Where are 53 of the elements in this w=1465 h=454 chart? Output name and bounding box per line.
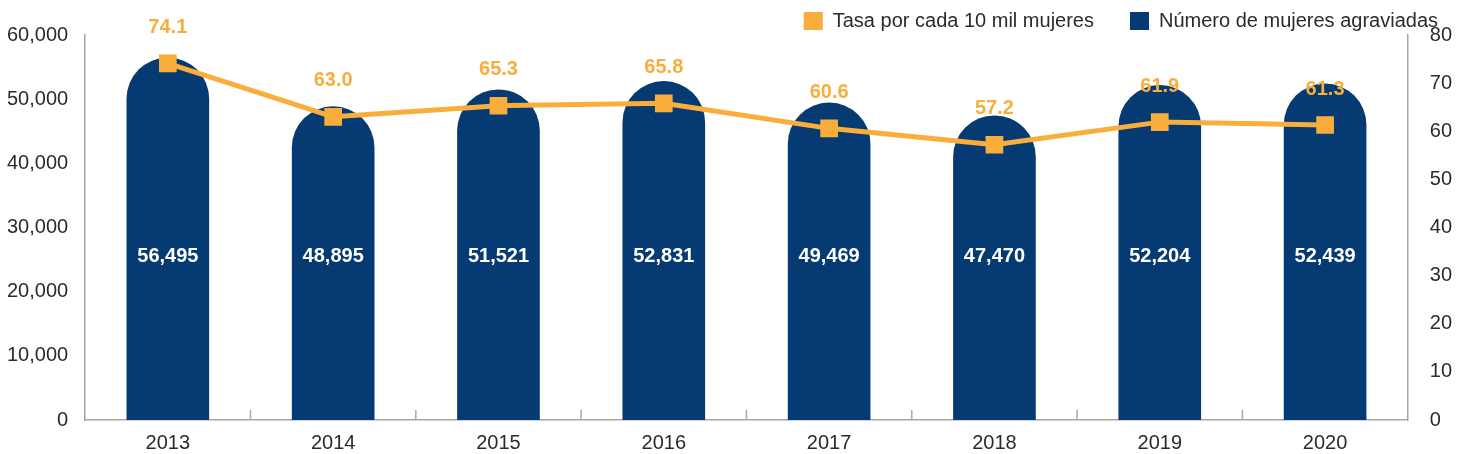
data-label: 52,204 bbox=[1129, 244, 1192, 267]
data-label: 65.8 bbox=[644, 54, 684, 77]
data-label: 52,831 bbox=[633, 244, 695, 267]
y2-tick-label: 50 bbox=[1429, 166, 1452, 189]
y2-tick-label: 40 bbox=[1429, 215, 1452, 238]
x-tick-label: 2016 bbox=[641, 430, 687, 453]
bar bbox=[622, 81, 706, 420]
bar bbox=[787, 102, 871, 420]
y-tick-label: 50,000 bbox=[7, 86, 69, 109]
data-label: 51,521 bbox=[467, 244, 530, 267]
data-label: 49,469 bbox=[798, 244, 860, 267]
y-tick-label: 60,000 bbox=[7, 22, 69, 45]
data-label: 60.6 bbox=[809, 79, 849, 102]
bar bbox=[1283, 83, 1367, 420]
data-label: 57.2 bbox=[974, 96, 1014, 119]
data-label: 48,895 bbox=[302, 244, 364, 267]
data-label: 47,470 bbox=[963, 244, 1026, 267]
y-tick-label: 20,000 bbox=[7, 279, 69, 302]
bar bbox=[457, 89, 540, 420]
x-tick-label: 2019 bbox=[1137, 430, 1183, 453]
bar bbox=[953, 115, 1036, 420]
point bbox=[489, 96, 508, 115]
point bbox=[1316, 116, 1334, 134]
legend-label: Tasa por cada 10 mil mujeres bbox=[832, 8, 1094, 31]
y-tick-label: 0 bbox=[57, 407, 69, 430]
y-tick-label: 30,000 bbox=[7, 215, 69, 238]
point bbox=[985, 135, 1004, 154]
y2-tick-label: 30 bbox=[1429, 263, 1452, 286]
data-label: 65.3 bbox=[479, 57, 518, 80]
x-tick-label: 2018 bbox=[972, 430, 1017, 453]
data-label: 74.1 bbox=[148, 14, 188, 37]
x-tick-label: 2013 bbox=[145, 430, 191, 453]
y2-tick-label: 10 bbox=[1429, 359, 1452, 382]
y2-tick-label: 0 bbox=[1429, 407, 1441, 430]
point bbox=[654, 94, 673, 113]
y-tick-label: 40,000 bbox=[7, 150, 69, 173]
x-tick-label: 2014 bbox=[310, 430, 356, 453]
bar bbox=[126, 57, 210, 420]
data-label: 56,495 bbox=[137, 244, 199, 267]
y2-tick-label: 70 bbox=[1429, 70, 1452, 93]
data-label: 63.0 bbox=[313, 68, 353, 91]
y2-tick-label: 60 bbox=[1429, 118, 1452, 141]
y2-tick-label: 20 bbox=[1429, 311, 1452, 334]
x-tick-label: 2020 bbox=[1302, 430, 1348, 453]
x-tick-label: 2015 bbox=[476, 430, 521, 453]
bar bbox=[291, 106, 375, 420]
point bbox=[158, 54, 177, 73]
x-tick-label: 2017 bbox=[806, 430, 852, 453]
data-label: 52,439 bbox=[1294, 244, 1356, 267]
point bbox=[820, 119, 838, 138]
point bbox=[324, 107, 342, 126]
y-tick-label: 10,000 bbox=[7, 343, 69, 366]
point bbox=[1150, 113, 1169, 131]
